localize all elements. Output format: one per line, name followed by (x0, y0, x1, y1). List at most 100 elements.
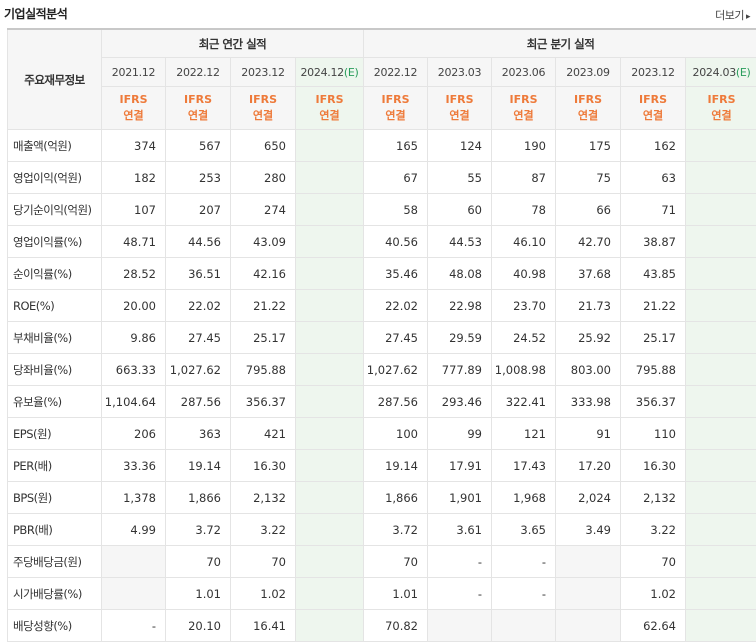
quarterly-value-cell: 1,027.62 (364, 354, 428, 386)
quarterly-value-cell: 70.82 (364, 610, 428, 642)
quarterly-value-cell: 190 (492, 130, 556, 162)
annual-value-cell (296, 482, 364, 514)
annual-value-cell (102, 546, 166, 578)
quarterly-value-cell: 62.64 (621, 610, 686, 642)
ifrs-label: IFRS (428, 92, 491, 108)
quarterly-value-cell (686, 386, 756, 418)
quarterly-value-cell: 43.85 (621, 258, 686, 290)
quarterly-value-cell: 1,866 (364, 482, 428, 514)
more-link[interactable]: 더보기▸ (715, 7, 750, 23)
quarterly-value-cell: 3.49 (556, 514, 621, 546)
section-title: 기업실적분석 (4, 5, 67, 22)
quarterly-value-cell: 1.02 (621, 578, 686, 610)
quarterly-value-cell: 24.52 (492, 322, 556, 354)
annual-value-cell: 253 (166, 162, 231, 194)
quarterly-value-cell: 356.37 (621, 386, 686, 418)
row-header-label: 주요재무정보 (8, 29, 102, 130)
annual-value-cell (296, 130, 364, 162)
consolidated-label: 연결 (428, 108, 491, 124)
quarterly-value-cell: - (428, 546, 492, 578)
quarterly-value-cell (556, 610, 621, 642)
period-label: 2023.06 (502, 66, 545, 79)
quarterly-value-cell: 40.56 (364, 226, 428, 258)
annual-value-cell (296, 450, 364, 482)
annual-value-cell: 9.86 (102, 322, 166, 354)
quarterly-value-cell: 16.30 (621, 450, 686, 482)
chevron-right-icon: ▸ (746, 12, 750, 22)
quarterly-value-cell: 1,008.98 (492, 354, 556, 386)
period-label: 2021.12 (112, 66, 155, 79)
annual-value-cell: 48.71 (102, 226, 166, 258)
quarterly-value-cell (686, 290, 756, 322)
period-label: 2022.12 (176, 66, 219, 79)
annual-value-cell (296, 546, 364, 578)
annual-value-cell: 42.16 (231, 258, 296, 290)
consolidated-label: 연결 (686, 108, 756, 124)
annual-value-cell: 16.30 (231, 450, 296, 482)
quarterly-value-cell: 29.59 (428, 322, 492, 354)
ifrs-label: IFRS (102, 92, 165, 108)
period-label: 2023.03 (438, 66, 481, 79)
annual-group-header: 최근 연간 실적 (102, 29, 364, 58)
quarterly-period-header: 2023.03 (428, 58, 492, 87)
annual-value-cell (296, 194, 364, 226)
quarterly-value-cell (556, 578, 621, 610)
quarterly-value-cell: 1.01 (364, 578, 428, 610)
quarterly-value-cell (556, 546, 621, 578)
period-label: 2023.12 (241, 66, 284, 79)
quarterly-value-cell: 70 (364, 546, 428, 578)
period-label: 2023.12 (631, 66, 674, 79)
annual-value-cell: 70 (166, 546, 231, 578)
quarterly-value-cell: 46.10 (492, 226, 556, 258)
quarterly-value-cell: 27.45 (364, 322, 428, 354)
annual-value-cell (296, 322, 364, 354)
annual-value-cell: 795.88 (231, 354, 296, 386)
consolidated-label: 연결 (492, 108, 555, 124)
annual-value-cell (102, 578, 166, 610)
annual-value-cell: 3.72 (166, 514, 231, 546)
quarterly-value-cell: 162 (621, 130, 686, 162)
quarterly-value-cell (686, 514, 756, 546)
annual-value-cell (296, 258, 364, 290)
row-label: 주당배당금(원) (8, 546, 102, 578)
quarterly-value-cell: 63 (621, 162, 686, 194)
annual-value-cell: - (102, 610, 166, 642)
annual-value-cell: 33.36 (102, 450, 166, 482)
consolidated-label: 연결 (166, 108, 230, 124)
quarterly-value-cell (686, 354, 756, 386)
quarterly-period-header: 2023.12 (621, 58, 686, 87)
row-label: 배당성향(%) (8, 610, 102, 642)
annual-value-cell: 20.10 (166, 610, 231, 642)
annual-value-cell: 3.22 (231, 514, 296, 546)
quarterly-value-cell: 17.43 (492, 450, 556, 482)
annual-value-cell: 206 (102, 418, 166, 450)
quarterly-value-cell (492, 610, 556, 642)
annual-period-header: 2022.12 (166, 58, 231, 87)
quarterly-value-cell (686, 418, 756, 450)
annual-period-header: 2024.12(E) (296, 58, 364, 87)
consolidated-label: 연결 (364, 108, 427, 124)
ifrs-label: IFRS (166, 92, 230, 108)
annual-value-cell: 27.45 (166, 322, 231, 354)
estimate-marker: (E) (736, 66, 751, 79)
row-label: BPS(원) (8, 482, 102, 514)
annual-value-cell (296, 162, 364, 194)
row-label: 당기순이익(억원) (8, 194, 102, 226)
quarterly-value-cell: 100 (364, 418, 428, 450)
annual-value-cell (296, 578, 364, 610)
quarterly-value-cell (686, 610, 756, 642)
annual-value-cell: 21.22 (231, 290, 296, 322)
quarterly-value-cell: 99 (428, 418, 492, 450)
annual-value-cell (296, 418, 364, 450)
annual-value-cell (296, 386, 364, 418)
section-header: 기업실적분석 더보기▸ (0, 0, 756, 28)
